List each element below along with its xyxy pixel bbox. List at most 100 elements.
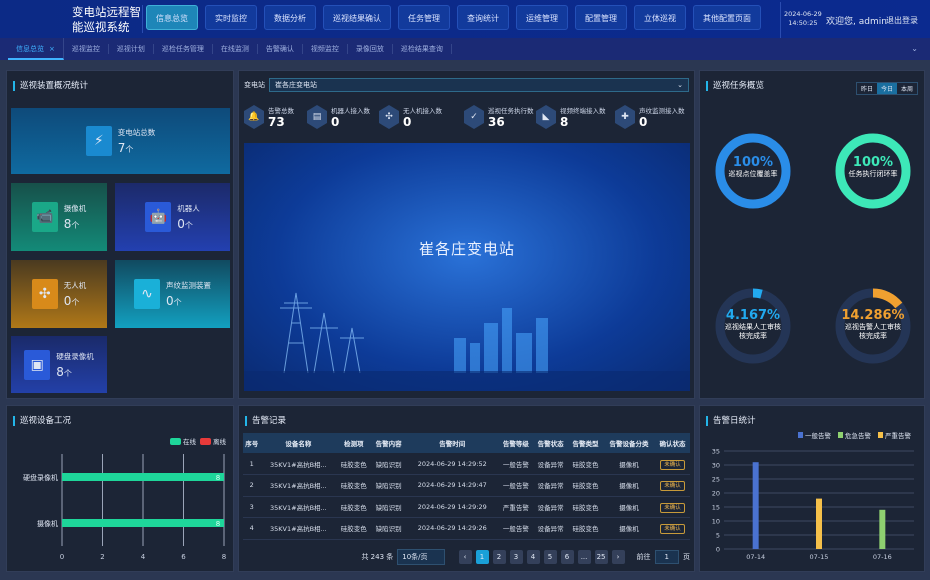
- datetime: 2024-06-29 14:50:25: [784, 10, 822, 28]
- page-button[interactable]: 1: [475, 550, 489, 564]
- period-option[interactable]: 今日: [876, 83, 897, 94]
- tab-item[interactable]: 巡视计划: [109, 44, 154, 54]
- page-button[interactable]: 5: [543, 550, 557, 564]
- nav-item[interactable]: 配置管理: [575, 5, 627, 30]
- y-tick-label: 0: [716, 546, 720, 554]
- nav-item[interactable]: 信息总览: [146, 5, 198, 30]
- period-option[interactable]: 本周: [900, 86, 913, 93]
- stat-text: 无人机接入数 0: [403, 105, 442, 129]
- nav-item[interactable]: 其他配置页面: [693, 5, 761, 30]
- logout-button[interactable]: 退出登录: [886, 16, 918, 25]
- card-text: 声纹监测装置 0个: [166, 280, 211, 308]
- value: 0: [63, 294, 72, 308]
- table-cell: 未确认: [655, 517, 690, 540]
- goto-label: 前往: [636, 553, 651, 561]
- table-row[interactable]: 4 35KV1#高抗B相... 硅胶变色 缺陷识别 2024-06-29 14:29:2…: [243, 517, 690, 540]
- page-button[interactable]: 25: [594, 550, 608, 564]
- table-row[interactable]: 2 35KV1#高抗B相... 硅胶变色 缺陷识别 2024-06-29 14:29:4…: [243, 474, 690, 497]
- tab-item[interactable]: 告警确认: [258, 44, 303, 54]
- column-header: 告警内容: [371, 433, 406, 453]
- main-nav: 信息总览 实时监控 数据分析 巡视结果确认 任务管理 查询统计 运维管理 配置管理 立体巡视 其他…: [146, 5, 761, 30]
- page-button[interactable]: 4: [526, 550, 540, 564]
- nav-item[interactable]: 数据分析: [264, 5, 316, 30]
- bar-online: [62, 519, 224, 527]
- confirm-button[interactable]: 未确认: [660, 481, 685, 492]
- tab-item[interactable]: 巡检任务管理: [154, 44, 213, 54]
- nav-item[interactable]: 运维管理: [516, 5, 568, 30]
- period-toggle: 昨日 今日 本周: [855, 82, 918, 95]
- daily-alarm-chart: 0 5 10 15 20 25 30 35 07-14 07-15 07-16 一般告警 危急告警 严重告…: [712, 431, 914, 561]
- station-select[interactable]: 崔各庄变电站 ⌄: [269, 78, 689, 92]
- chevron-down-icon[interactable]: ⌄: [911, 44, 918, 53]
- robot-icon: ▤: [307, 105, 327, 129]
- table-row[interactable]: 1 35KV1#高抗B相... 硅胶变色 缺陷识别 2024-06-29 14:29:5…: [243, 453, 690, 475]
- legend-swatch: [200, 438, 211, 445]
- column-header: 告警等级: [498, 433, 534, 453]
- page-button[interactable]: 3: [509, 550, 523, 564]
- device-card[interactable]: ✣ 无人机 0个: [11, 260, 107, 328]
- table-cell: 2024-06-29 14:29:47: [406, 474, 499, 497]
- device-card[interactable]: ⚡ 变电站总数 7个: [11, 108, 230, 174]
- stat-text: 机器人接入数 0: [331, 105, 370, 129]
- table-cell: 35KV1#高抗B相...: [260, 496, 337, 518]
- tab-item[interactable]: 录像回放: [348, 44, 393, 54]
- next-page-button[interactable]: ›: [611, 550, 625, 564]
- nav-item[interactable]: 查询统计: [457, 5, 509, 30]
- device-card[interactable]: 📹 摄像机 8个: [11, 183, 107, 251]
- card-text: 变电站总数 7个: [118, 127, 156, 155]
- period-option[interactable]: 昨日: [860, 86, 873, 93]
- legend-label: 严重告警: [885, 431, 912, 440]
- table-cell: 硅胶变色: [568, 474, 603, 497]
- nav-item[interactable]: 任务管理: [398, 5, 450, 30]
- camera-icon: 📹: [31, 202, 58, 232]
- stat-value: 0: [403, 115, 412, 129]
- tab-item[interactable]: 信息总览 ×: [8, 38, 64, 60]
- page-button[interactable]: 6: [560, 550, 574, 564]
- table-row[interactable]: 3 35KV1#高抗B相... 硅胶变色 缺陷识别 2024-06-29 14:29:2…: [243, 496, 690, 518]
- table-cell: 硅胶变色: [336, 517, 372, 540]
- device-card[interactable]: ∿ 声纹监测装置 0个: [115, 260, 230, 328]
- page-button[interactable]: 2: [492, 550, 506, 564]
- tab-label: 告警确认: [265, 45, 294, 53]
- table-cell: 未确认: [655, 496, 690, 518]
- table-cell: 缺陷识别: [371, 496, 406, 518]
- panel-title: 巡视装置概况统计: [13, 81, 88, 91]
- column-header: 告警状态: [533, 433, 569, 453]
- table-cell: 严重告警: [498, 496, 534, 518]
- page-button[interactable]: ...: [577, 550, 591, 564]
- confirm-button[interactable]: 未确认: [660, 502, 685, 513]
- nav-item[interactable]: 巡视结果确认: [323, 5, 391, 30]
- prev-page-button[interactable]: ‹: [458, 550, 472, 564]
- nav-item[interactable]: 实时监控: [205, 5, 257, 30]
- unit: 个: [173, 298, 182, 307]
- table-cell: 35KV1#高抗B相...: [260, 517, 337, 540]
- tab-item[interactable]: 巡视监控: [64, 44, 109, 54]
- stat-label: 巡视任务执行数: [488, 107, 534, 115]
- card-text: 机器人 0个: [177, 203, 200, 231]
- page-size-select[interactable]: 10条/页: [397, 549, 445, 565]
- nav-item[interactable]: 立体巡视: [634, 5, 686, 30]
- confirm-button[interactable]: 未确认: [660, 459, 685, 470]
- tab-item[interactable]: 在线监测: [213, 44, 258, 54]
- card-text: 摄像机 8个: [64, 203, 87, 231]
- device-card[interactable]: ▣ 硬盘录像机 8个: [11, 336, 107, 393]
- goto-page-input[interactable]: 1: [654, 550, 679, 564]
- gauge-percent: 100%: [732, 155, 774, 170]
- tab-item[interactable]: 视频监控: [303, 44, 348, 54]
- stat-label: 无人机接入数: [403, 107, 442, 115]
- legend-swatch: [878, 432, 883, 438]
- column-header: 告警类型: [568, 433, 603, 453]
- value: 7: [117, 141, 126, 155]
- table-cell: 一般告警: [498, 474, 534, 497]
- table-cell: 设备异常: [533, 517, 569, 540]
- confirm-button[interactable]: 未确认: [660, 524, 685, 535]
- table-cell: 摄像机: [602, 453, 656, 475]
- panel-title: 巡视任务概览: [706, 81, 764, 91]
- column-header: 告警设备分类: [602, 433, 656, 453]
- date: 2024-06-29: [784, 10, 822, 18]
- close-icon[interactable]: ×: [49, 45, 55, 53]
- voiceprint-icon: ✚: [615, 105, 635, 129]
- tab-item[interactable]: 巡检结果查询: [393, 44, 452, 54]
- device-card[interactable]: 🤖 机器人 0个: [115, 183, 230, 251]
- stat-text: 声纹监测接入数 0: [639, 105, 685, 129]
